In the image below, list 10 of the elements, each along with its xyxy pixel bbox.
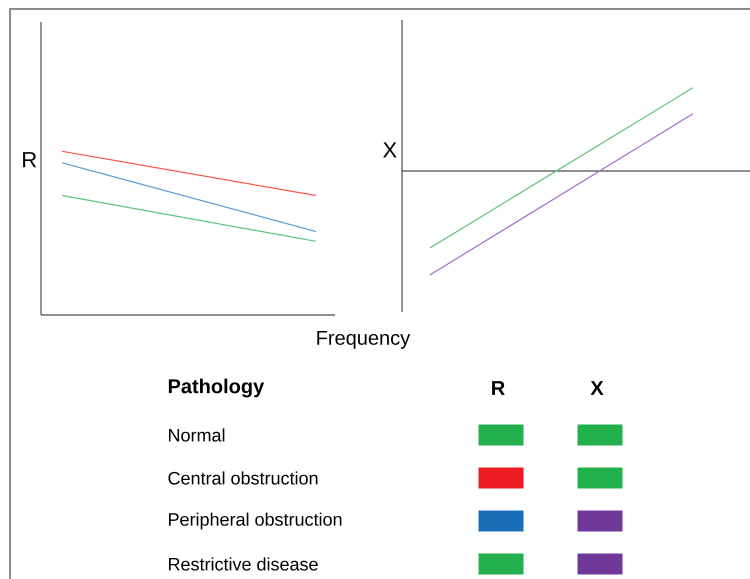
y-axis-title: X	[382, 142, 397, 158]
category-label: Restrictive disease	[169, 557, 318, 571]
category-label: Central obstruction	[168, 471, 318, 485]
category-label: Normal	[169, 428, 224, 442]
category-label: Peripheral obstruction	[169, 512, 342, 530]
x-axis-title: Frequency	[317, 330, 410, 349]
text: X	[590, 381, 604, 395]
legend-title: Pathology	[168, 378, 264, 398]
y-axis-title: R	[23, 152, 36, 168]
text: R	[492, 381, 505, 395]
